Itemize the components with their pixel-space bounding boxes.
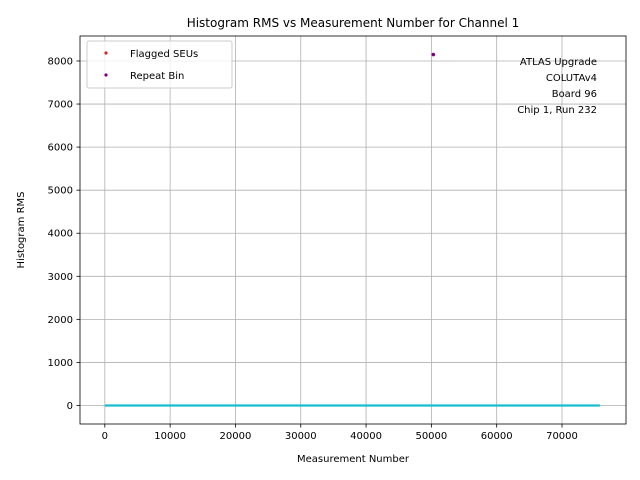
x-tick-label: 20000 — [220, 431, 252, 442]
legend-marker-repeat-bin — [104, 73, 108, 77]
annotation-line-4: Chip 1, Run 232 — [517, 105, 597, 116]
annotation-line-1: ATLAS Upgrade — [520, 57, 597, 68]
y-axis-label: Histogram RMS — [16, 192, 27, 269]
data-point-repeat-bin — [431, 52, 436, 57]
y-axis: 0 1000 2000 3000 4000 5000 6000 7000 8000 — [48, 56, 80, 412]
x-tick-label: 40000 — [350, 431, 382, 442]
x-tick-label: 0 — [102, 431, 108, 442]
chart-title: Histogram RMS vs Measurement Number for … — [187, 16, 520, 30]
x-tick-label: 30000 — [285, 431, 317, 442]
y-tick-label: 7000 — [48, 100, 73, 111]
annotation-line-2: COLUTAv4 — [546, 73, 597, 84]
legend-marker-flagged-seus — [104, 51, 108, 55]
x-tick-label: 70000 — [546, 431, 578, 442]
plot-frame — [79, 35, 627, 425]
x-tick-label: 60000 — [481, 431, 513, 442]
legend: Flagged SEUs Repeat Bin — [86, 40, 233, 89]
x-tick-label: 50000 — [415, 431, 447, 442]
legend-label-flagged-seus: Flagged SEUs — [130, 49, 198, 60]
y-tick-label: 0 — [67, 401, 73, 412]
y-tick-label: 4000 — [48, 229, 73, 240]
y-tick-label: 6000 — [48, 143, 73, 154]
legend-label-repeat-bin: Repeat Bin — [130, 71, 184, 82]
y-tick-label: 2000 — [48, 315, 73, 326]
grid — [80, 36, 626, 424]
y-tick-label: 3000 — [48, 272, 73, 283]
chart-annotation: ATLAS Upgrade COLUTAv4 Board 96 Chip 1, … — [517, 57, 597, 116]
y-tick-label: 5000 — [48, 186, 73, 197]
annotation-line-3: Board 96 — [552, 89, 597, 100]
x-tick-label: 10000 — [154, 431, 186, 442]
x-axis: 0 10000 20000 30000 40000 50000 60000 70000 — [102, 424, 578, 442]
x-axis-label: Measurement Number — [297, 454, 410, 465]
y-tick-label: 8000 — [48, 56, 73, 67]
plot-content — [104, 52, 600, 407]
legend-box — [86, 40, 233, 89]
y-tick-label: 1000 — [48, 358, 73, 369]
